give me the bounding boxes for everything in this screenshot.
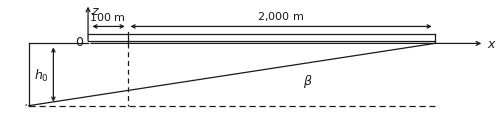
Text: $x$: $x$ [486,38,496,50]
Text: $2{,}000\ \mathrm{m}$: $2{,}000\ \mathrm{m}$ [258,10,305,23]
Text: $h_0$: $h_0$ [34,67,48,83]
Text: $z$: $z$ [90,5,100,18]
Text: $100\ \mathrm{m}$: $100\ \mathrm{m}$ [90,11,126,23]
Text: $\beta$: $\beta$ [304,72,313,89]
Text: $0$: $0$ [75,35,84,48]
